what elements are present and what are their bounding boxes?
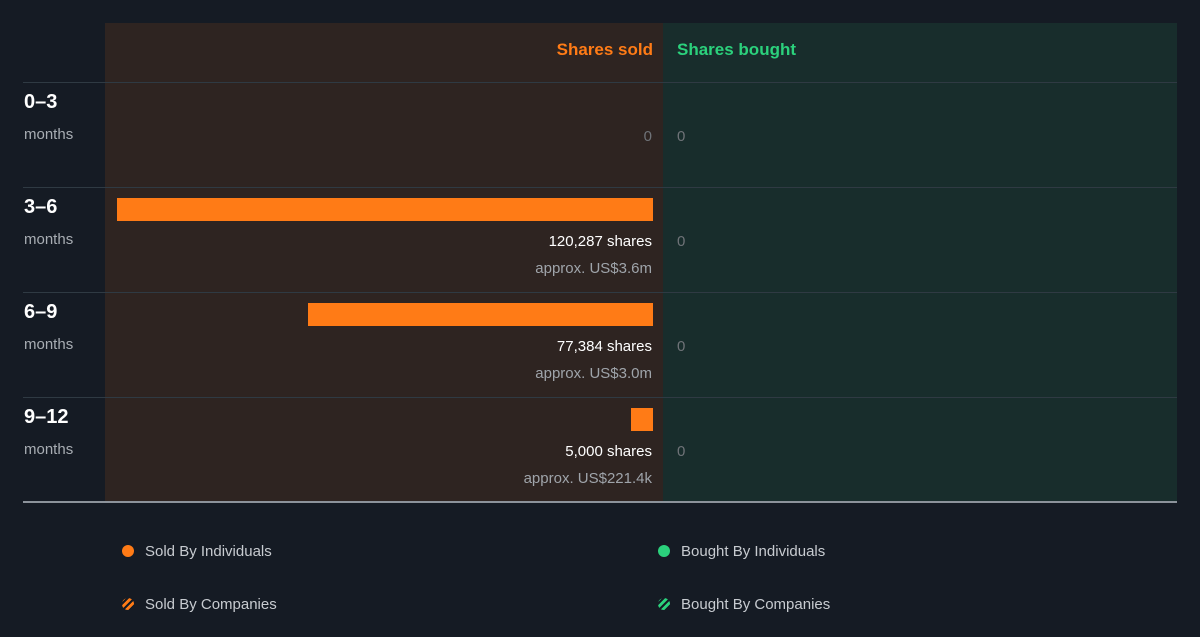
period-unit: months <box>24 336 74 353</box>
period-label: 9–12 <box>24 406 69 428</box>
orange-dot-icon <box>122 545 134 557</box>
legend-sold-individuals[interactable]: Sold By Individuals <box>122 541 272 561</box>
period-unit: months <box>24 441 74 458</box>
sold-value-label: approx. US$3.0m <box>535 365 652 382</box>
period-row: 9–12 months 5,000 shares approx. US$221.… <box>0 397 1200 502</box>
period-row: 6–9 months 77,384 shares approx. US$3.0m… <box>0 292 1200 397</box>
green-hatched-dot-icon <box>658 598 670 610</box>
row-divider <box>23 397 1177 398</box>
legend-sold-companies[interactable]: Sold By Companies <box>122 594 277 614</box>
period-unit: months <box>24 231 74 248</box>
bought-value-label: 0 <box>677 443 686 460</box>
sold-bar <box>630 408 653 431</box>
period-label: 0–3 <box>24 91 58 113</box>
row-divider <box>23 82 1177 83</box>
shares-sold-header: Shares sold <box>556 40 653 59</box>
bought-value-label: 0 <box>677 128 686 145</box>
legend-label: Sold By Individuals <box>145 542 272 560</box>
legend-label: Bought By Individuals <box>681 542 826 560</box>
shares-sold-panel <box>105 23 663 501</box>
sold-bar <box>308 303 653 326</box>
sold-value-label: approx. US$3.6m <box>535 260 652 277</box>
legend-bought-companies[interactable]: Bought By Companies <box>658 594 830 614</box>
period-label: 3–6 <box>24 196 58 218</box>
legend-label: Sold By Companies <box>145 595 277 613</box>
shares-bought-panel <box>663 23 1177 501</box>
row-divider <box>23 187 1177 188</box>
period-label: 6–9 <box>24 301 58 323</box>
period-row: 0–3 months 0 0 <box>0 82 1200 187</box>
sold-value-label: approx. US$221.4k <box>523 470 652 487</box>
chart-baseline <box>23 501 1177 503</box>
sold-zero-label: 0 <box>643 128 652 145</box>
bought-value-label: 0 <box>677 338 686 355</box>
legend-bought-individuals[interactable]: Bought By Individuals <box>658 541 825 561</box>
bought-value-label: 0 <box>677 233 686 250</box>
row-divider <box>23 292 1177 293</box>
period-row: 3–6 months 120,287 shares approx. US$3.6… <box>0 187 1200 292</box>
legend-label: Bought By Companies <box>681 595 831 613</box>
green-dot-icon <box>658 545 670 557</box>
orange-hatched-dot-icon <box>122 598 134 610</box>
sold-shares-label: 120,287 shares <box>548 233 652 250</box>
sold-bar <box>117 198 653 221</box>
shares-bought-header: Shares bought <box>677 40 797 59</box>
period-unit: months <box>24 126 74 143</box>
sold-shares-label: 77,384 shares <box>556 338 652 355</box>
sold-shares-label: 5,000 shares <box>565 443 652 460</box>
